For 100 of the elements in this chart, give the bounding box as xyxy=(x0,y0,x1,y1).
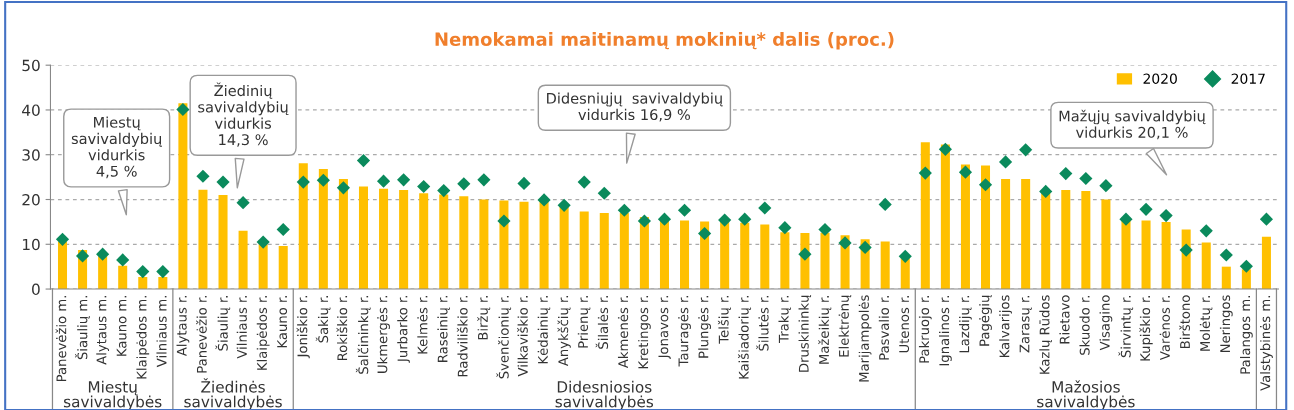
bar xyxy=(399,190,409,290)
bar xyxy=(198,189,208,290)
x-tick-label: Kelmės r. xyxy=(417,296,428,354)
bar xyxy=(1001,178,1011,290)
x-tick-label: Ignalinos r. xyxy=(939,296,952,366)
bar xyxy=(1261,236,1271,290)
x-tick-label: Molėtų r. xyxy=(1199,296,1213,351)
bar xyxy=(1141,220,1151,290)
x-tick-label: Kupiškio r. xyxy=(1139,296,1153,361)
x-tick-label: Kaišiadorių r. xyxy=(737,296,752,379)
x-tick-label: Kauno r. xyxy=(277,296,288,348)
x-tick-label: Klaipėdos r. xyxy=(256,296,270,370)
y-tick-label: 0 xyxy=(32,283,40,296)
bar xyxy=(218,195,228,290)
text: Mažosios savivaldybės xyxy=(1037,380,1135,410)
bar xyxy=(459,196,469,290)
bar xyxy=(981,165,991,290)
legend-label: 2020 xyxy=(1143,73,1177,84)
bar xyxy=(1061,190,1071,290)
x-tick-label: Kėdainių r. xyxy=(537,296,551,364)
x-tick-label: Anykščių r. xyxy=(557,296,571,367)
annotation: Mažųjų savivaldybių vidurkis 20,1 % xyxy=(1059,109,1206,140)
x-tick-label: Alytaus r. xyxy=(176,296,190,357)
x-tick-label: Vilkaviškio r. xyxy=(517,296,528,377)
x-tick-label: Alytaus m. xyxy=(96,296,110,365)
x-tick-label: Akmenės r. xyxy=(617,296,629,369)
bar xyxy=(880,241,890,290)
bar xyxy=(338,178,348,290)
x-tick-label: Vilniaus m. xyxy=(156,296,167,368)
x-tick-label: Jonavos r. xyxy=(658,296,671,360)
y-tick-label: 20 xyxy=(22,193,40,206)
bar xyxy=(940,144,950,290)
x-tick-label: Kretingos r. xyxy=(638,296,651,369)
x-tick-label: Druskininkų xyxy=(798,294,812,372)
bar xyxy=(920,142,930,290)
y-tick-label: 40 xyxy=(22,104,40,116)
bar xyxy=(1081,191,1091,290)
x-tick-label: Šiaulių m. xyxy=(74,296,90,360)
x-tick-label: Visagino xyxy=(1099,295,1113,351)
x-tick-label: Joniškio r. xyxy=(296,296,310,359)
x-tick-label: Mažeikių r. xyxy=(818,296,832,364)
x-tick-label: Kalvarijos xyxy=(999,295,1012,358)
x-tick-label: Birštono xyxy=(1179,295,1190,349)
x-tick-label: Rietavo xyxy=(1059,295,1070,344)
x-tick-label: Palangos m. xyxy=(1239,296,1253,374)
bar xyxy=(479,199,489,290)
x-tick-label: Utenos r. xyxy=(899,296,910,353)
x-tick-label: Šakių r. xyxy=(315,296,331,343)
text: Žiedinės savivaldybės xyxy=(184,378,282,410)
x-tick-label: Pasvalio r. xyxy=(878,296,890,360)
x-tick-label: Valstybinės m. xyxy=(1260,296,1273,391)
bar xyxy=(1221,266,1231,290)
x-tick-label: Trakų r. xyxy=(778,296,792,343)
x-tick-label: Varėnos r. xyxy=(1159,296,1170,361)
x-tick-label: Lazdijų r. xyxy=(959,296,972,353)
x-tick-label: Šalčininkų r. xyxy=(355,296,371,374)
chart-title: Nemokamai maitinamų mokinių* dalis (proc.) xyxy=(435,32,894,50)
bar xyxy=(499,200,509,290)
x-tick-label: Švenčionių r. xyxy=(496,296,512,379)
text: Miestų savivaldybės xyxy=(63,380,162,410)
bar xyxy=(579,211,589,290)
x-tick-label: Širvintų r. xyxy=(1118,296,1134,358)
bar xyxy=(1201,242,1211,290)
x-tick-label: Rokiškio r. xyxy=(336,296,348,361)
bar xyxy=(760,224,770,290)
y-tick-label: 50 xyxy=(22,59,40,72)
x-tick-label: Pagėgių xyxy=(979,294,992,346)
annotation: Didesniųjų savivaldybių vidurkis 16,9 % xyxy=(547,92,723,122)
x-tick-label: Pakruojo r. xyxy=(918,296,932,363)
x-tick-label: Neringos xyxy=(1219,295,1233,353)
x-tick-label: Klaipėdos m. xyxy=(136,296,150,379)
y-tick-label: 10 xyxy=(22,238,40,251)
x-tick-label: Vilniaus r. xyxy=(236,296,247,359)
bar xyxy=(599,212,609,290)
x-tick-label: Šiaulių r. xyxy=(215,296,231,351)
x-tick-label: Panevėžio r. xyxy=(196,296,207,373)
bar xyxy=(278,246,288,290)
x-tick-label: Ukmergės r. xyxy=(377,296,390,373)
x-tick-label: Panevėžio m. xyxy=(55,296,67,382)
text: Didesniosios savivaldybės xyxy=(555,380,654,410)
legend-label: 2017 xyxy=(1231,73,1265,84)
x-tick-label: Marijampolės xyxy=(858,295,872,382)
bar xyxy=(1101,199,1111,290)
x-tick-label: Kazlų Rūdos xyxy=(1039,295,1052,374)
annotation: Miestų savivaldybių vidurkis 4,5 % xyxy=(71,116,163,179)
x-tick-label: Šilutės r. xyxy=(756,296,769,351)
y-tick-label: 30 xyxy=(22,149,40,161)
x-tick-label: Telšių r. xyxy=(717,296,732,344)
x-tick-label: Kauno m. xyxy=(116,296,127,356)
x-tick-label: Tauragės r. xyxy=(678,296,691,367)
x-tick-label: Plungės r. xyxy=(698,296,711,358)
bar xyxy=(1021,178,1031,290)
x-tick-label: Jurbarko r. xyxy=(397,296,410,363)
bar xyxy=(238,230,248,290)
bar xyxy=(519,201,529,290)
x-tick-label: Radviliškio r. xyxy=(456,296,468,377)
annotation: Žiedinių savivaldybių vidurkis 14,3 % xyxy=(198,82,289,147)
x-tick-label: Biržų r. xyxy=(477,296,491,340)
bar xyxy=(178,103,188,290)
x-tick-label: Elektrėnų xyxy=(838,294,852,357)
